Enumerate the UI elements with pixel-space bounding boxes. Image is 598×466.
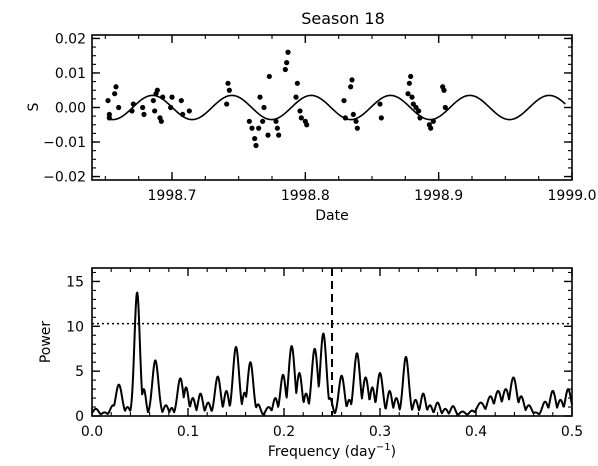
- x-tick-label: 0.2: [273, 424, 295, 440]
- data-point: [186, 108, 192, 114]
- data-point: [442, 104, 448, 111]
- model-sine-curve: [109, 94, 566, 121]
- y-tick-label: 0: [75, 409, 84, 425]
- data-point: [266, 73, 272, 80]
- data-point: [180, 111, 186, 118]
- data-point: [130, 101, 136, 107]
- data-point: [428, 125, 434, 131]
- data-point: [265, 132, 271, 138]
- x-tick-label: 1998.9: [414, 188, 463, 204]
- data-point: [430, 118, 436, 124]
- data-point: [160, 94, 166, 100]
- y-tick-label: 5: [75, 364, 84, 380]
- data-point: [273, 118, 279, 124]
- data-point: [416, 108, 422, 114]
- x-tick-label: 1998.7: [148, 188, 197, 204]
- data-point: [405, 91, 411, 97]
- data-point: [378, 115, 384, 121]
- data-point: [112, 91, 118, 97]
- y-tick-label: 0.00: [55, 101, 86, 117]
- data-point: [377, 101, 383, 107]
- y-tick-label: 15: [66, 274, 84, 290]
- x-tick-label: 0.0: [81, 424, 103, 440]
- data-point: [304, 122, 310, 128]
- data-point: [260, 118, 266, 124]
- data-point: [285, 49, 291, 55]
- data-point: [257, 94, 263, 100]
- y-tick-label: 0.01: [55, 66, 86, 82]
- data-point: [256, 125, 262, 131]
- data-point: [252, 135, 258, 142]
- x-tick-label: 0.5: [561, 424, 583, 440]
- data-point: [406, 80, 412, 86]
- periodogram-panel: 0.0 0.1 0.2 0.3 0.4 0.5 0 5 10 15 Frequency (day−…: [38, 267, 583, 460]
- data-point: [116, 104, 122, 111]
- data-point: [106, 115, 112, 121]
- data-point: [276, 132, 282, 138]
- data-point: [253, 142, 259, 149]
- panel2-xlabel: Frequency (day−1): [268, 442, 396, 460]
- data-point: [178, 97, 184, 104]
- data-point: [293, 94, 299, 100]
- data-point: [129, 108, 135, 114]
- data-point: [113, 84, 119, 90]
- y-tick-label: −0.02: [43, 170, 86, 186]
- data-point: [224, 101, 230, 107]
- data-point: [274, 125, 280, 131]
- data-point: [225, 80, 231, 86]
- data-point: [226, 87, 232, 93]
- data-point: [441, 87, 447, 93]
- data-point: [105, 97, 111, 104]
- x-tick-label: 1998.8: [281, 188, 330, 204]
- data-point: [154, 87, 160, 93]
- panel1-xlabel: Date: [315, 208, 348, 224]
- data-point: [140, 104, 146, 111]
- x-tick-label: 0.3: [369, 424, 391, 440]
- data-point: [341, 97, 347, 104]
- x-tick-label: 0.4: [465, 424, 487, 440]
- data-point: [354, 125, 360, 131]
- data-point: [297, 108, 303, 114]
- data-point: [350, 111, 356, 118]
- panel2-ylabel: Power: [38, 321, 54, 364]
- data-point: [246, 118, 252, 124]
- data-point: [409, 94, 415, 100]
- data-point: [249, 125, 255, 131]
- data-point: [348, 84, 354, 90]
- data-point: [417, 115, 423, 121]
- y-tick-label: 0.02: [55, 31, 86, 47]
- data-point: [342, 115, 348, 121]
- data-point: [150, 97, 156, 104]
- data-point: [169, 94, 175, 100]
- data-point: [408, 73, 414, 80]
- data-point: [353, 118, 359, 124]
- x-tick-label: 0.1: [177, 424, 199, 440]
- data-point: [284, 60, 290, 66]
- x-tick-label: 1999.0: [548, 188, 597, 204]
- power-spectrum-line: [91, 291, 573, 416]
- data-point: [141, 111, 147, 118]
- data-point: [349, 77, 355, 83]
- data-point: [294, 80, 300, 86]
- y-tick-label: 10: [66, 319, 84, 335]
- data-point: [158, 118, 164, 124]
- data-point: [282, 66, 288, 73]
- panel1-title: Season 18: [301, 9, 385, 28]
- data-point: [261, 104, 267, 111]
- data-point: [168, 104, 174, 111]
- time-series-panel: Season 18 1998.7 1998.8 1998.9 1999.0 −0.02 −…: [26, 9, 597, 224]
- y-tick-label: −0.01: [43, 135, 86, 151]
- data-point: [298, 115, 304, 121]
- panel1-ylabel: S: [26, 102, 42, 111]
- data-point: [152, 108, 158, 114]
